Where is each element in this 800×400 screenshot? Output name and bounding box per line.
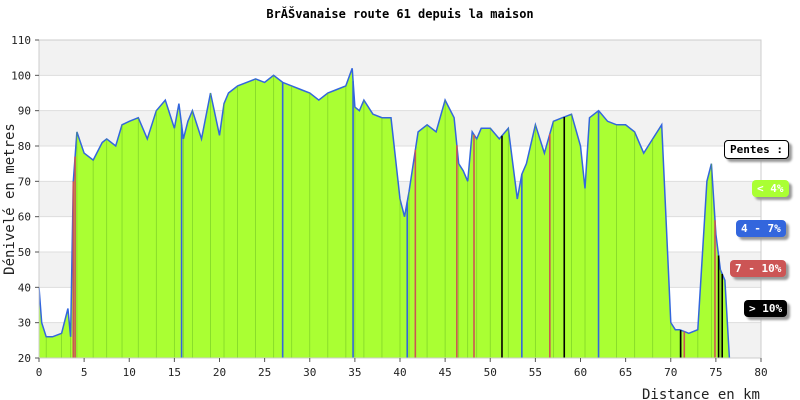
elevation-fill <box>39 68 730 359</box>
x-tick-label: 60 <box>574 366 587 379</box>
x-tick-label: 30 <box>303 366 316 379</box>
elevation-area <box>38 68 731 359</box>
y-tick-label: 90 <box>18 105 31 118</box>
y-tick-label: 40 <box>18 281 31 294</box>
x-axis-label: Distance en km <box>642 387 760 400</box>
y-tick-label: 60 <box>18 211 31 224</box>
x-tick-label: 50 <box>484 366 497 379</box>
y-tick-label: 20 <box>18 352 31 365</box>
chart-title: BrĂŠvanaise route 61 depuis la maison <box>266 6 533 21</box>
y-axis-ticks: 20 30 40 50 60 70 80 90 100 110 <box>11 34 39 365</box>
x-tick-label: 5 <box>81 366 88 379</box>
legend-item-7-10: 7 - 10% <box>730 260 787 277</box>
x-tick-label: 15 <box>168 366 181 379</box>
legend-item-gt10: > 10% <box>744 300 788 317</box>
x-tick-label: 35 <box>348 366 361 379</box>
y-tick-label: 80 <box>18 140 31 153</box>
x-tick-label: 55 <box>529 366 542 379</box>
grid-band <box>39 75 761 111</box>
x-tick-label: 40 <box>393 366 406 379</box>
x-tick-label: 25 <box>258 366 271 379</box>
x-tick-label: 65 <box>619 366 632 379</box>
y-tick-label: 100 <box>11 69 31 82</box>
legend-title: Pentes : <box>724 140 789 159</box>
steep-segments <box>72 81 723 358</box>
grid-band <box>39 40 761 76</box>
x-tick-label: 20 <box>213 366 226 379</box>
legend-item-4-7: 4 - 7% <box>736 220 786 237</box>
x-tick-label: 45 <box>439 366 452 379</box>
x-axis-ticks: 0 5 10 15 20 25 30 35 40 45 50 55 60 65 70 75 80 <box>36 358 768 379</box>
x-tick-label: 80 <box>754 366 767 379</box>
x-tick-label: 70 <box>664 366 677 379</box>
y-axis-label: Dénivelé en metres <box>2 123 18 275</box>
x-tick-label: 10 <box>123 366 136 379</box>
x-tick-label: 75 <box>709 366 722 379</box>
y-tick-label: 50 <box>18 246 31 259</box>
y-tick-label: 70 <box>18 175 31 188</box>
x-tick-label: 0 <box>36 366 43 379</box>
y-tick-label: 30 <box>18 317 31 330</box>
legend-item-lt4: < 4% <box>752 180 789 197</box>
y-tick-label: 110 <box>11 34 31 47</box>
